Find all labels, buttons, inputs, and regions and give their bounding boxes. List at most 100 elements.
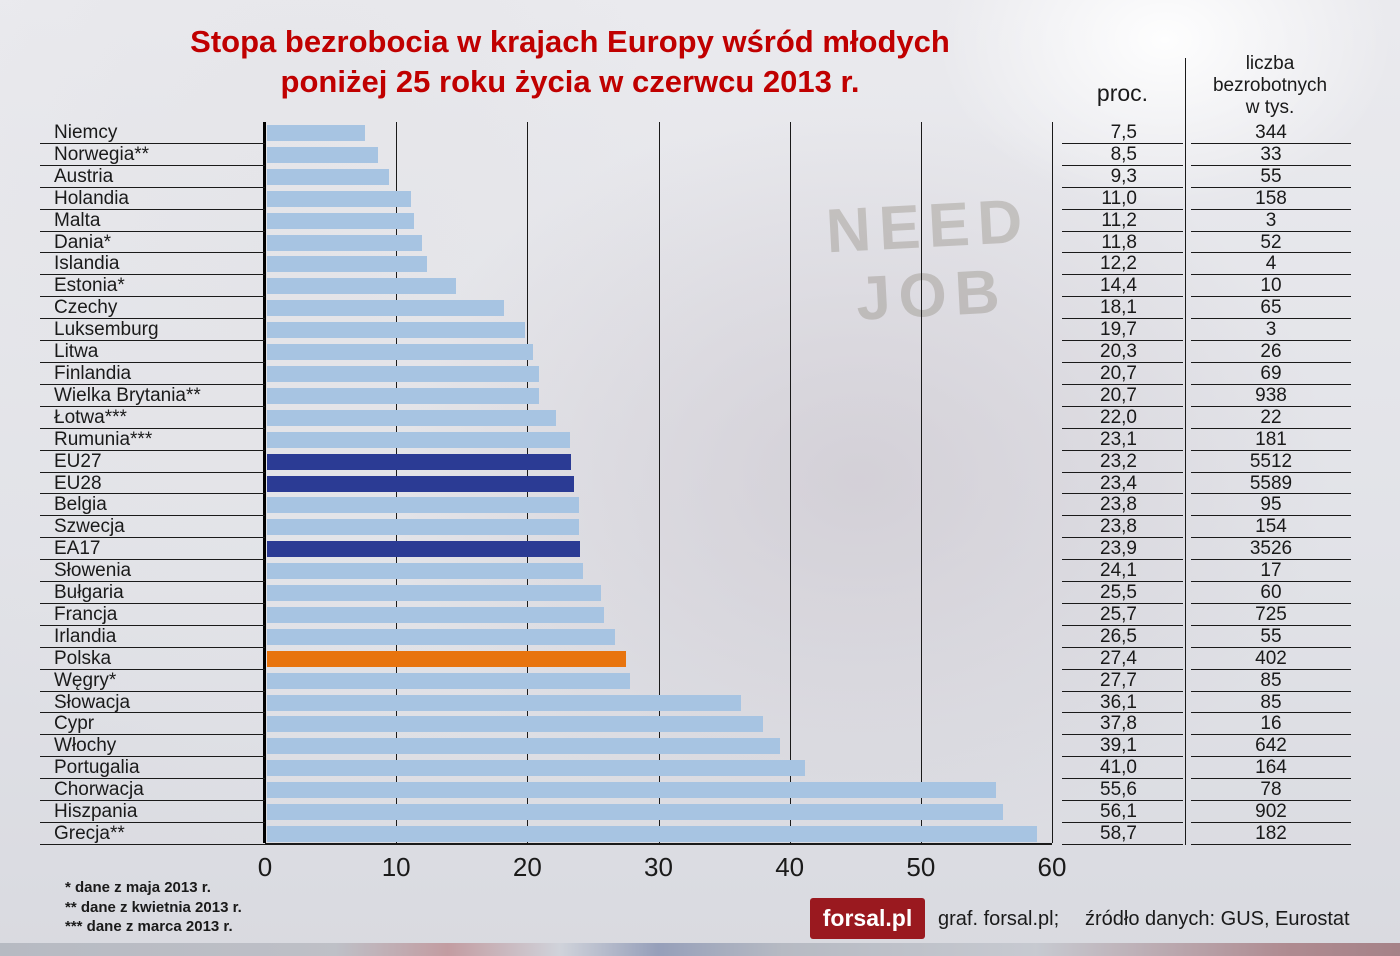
bar xyxy=(267,190,412,207)
row-label: Chorwacja xyxy=(40,779,265,802)
count-value: 5512 xyxy=(1191,451,1351,473)
count-value: 642 xyxy=(1191,735,1351,758)
count-value: 181 xyxy=(1191,429,1351,451)
bar-zone xyxy=(265,144,1052,166)
table-row: Malta 11,2 3 xyxy=(0,210,1400,232)
percent-value: 55,6 xyxy=(1062,779,1183,802)
gridline xyxy=(789,122,791,843)
bar-zone xyxy=(265,801,1052,823)
bar-zone xyxy=(265,253,1052,275)
graphic-credit: graf. forsal.pl; xyxy=(938,908,1060,930)
row-label: Cypr xyxy=(40,713,265,736)
percent-value: 23,2 xyxy=(1062,451,1183,473)
row-label: Islandia xyxy=(40,253,265,276)
table-row: Norwegia** 8,5 33 xyxy=(0,144,1400,166)
row-label: Wielka Brytania** xyxy=(40,385,265,407)
table-row: Austria 9,3 55 xyxy=(0,166,1400,188)
table-row: Cypr 37,8 16 xyxy=(0,713,1400,736)
row-label: EU27 xyxy=(40,451,265,473)
bar-zone xyxy=(265,560,1052,582)
row-label: Słowacja xyxy=(40,692,265,714)
count-value: 164 xyxy=(1191,757,1351,780)
bar xyxy=(267,453,572,470)
count-value: 17 xyxy=(1191,560,1351,583)
table-row: Niemcy 7,5 344 xyxy=(0,122,1400,144)
row-label: Włochy xyxy=(40,735,265,758)
table-row: Rumunia*** 23,1 181 xyxy=(0,429,1400,451)
row-label: Dania* xyxy=(40,232,265,254)
bar-zone xyxy=(265,319,1052,341)
bar xyxy=(267,344,534,361)
bar xyxy=(267,541,581,558)
bar-zone xyxy=(265,757,1052,779)
bar-zone xyxy=(265,297,1052,319)
bar-zone xyxy=(265,232,1052,254)
row-label: Rumunia*** xyxy=(40,429,265,451)
bar xyxy=(267,300,505,317)
bar-zone xyxy=(265,735,1052,757)
count-value: 55 xyxy=(1191,166,1351,188)
table-row: Węgry* 27,7 85 xyxy=(0,670,1400,692)
bar-zone xyxy=(265,713,1052,735)
row-label: EU28 xyxy=(40,473,265,495)
bar xyxy=(267,563,584,580)
table-row: Grecja** 58,7 182 xyxy=(0,823,1400,845)
bar xyxy=(267,365,539,382)
bar-zone xyxy=(265,538,1052,560)
bar xyxy=(267,497,580,514)
count-value: 154 xyxy=(1191,516,1351,539)
table-row: Luksemburg 19,7 3 xyxy=(0,319,1400,342)
count-value: 344 xyxy=(1191,122,1351,144)
count-value: 3 xyxy=(1191,319,1351,342)
row-label: EA17 xyxy=(40,538,265,561)
percent-value: 27,7 xyxy=(1062,670,1183,692)
row-label: Luksemburg xyxy=(40,319,265,342)
bar xyxy=(267,606,605,623)
percent-value: 26,5 xyxy=(1062,626,1183,648)
percent-value: 36,1 xyxy=(1062,692,1183,714)
table-row: Islandia 12,2 4 xyxy=(0,253,1400,276)
percent-value: 11,8 xyxy=(1062,232,1183,254)
count-value: 902 xyxy=(1191,801,1351,823)
table-row: Bułgaria 25,5 60 xyxy=(0,582,1400,604)
y-axis-line xyxy=(263,122,266,843)
table-row: Łotwa*** 22,0 22 xyxy=(0,407,1400,429)
bar xyxy=(267,475,574,492)
row-label: Niemcy xyxy=(40,122,265,144)
percent-value: 39,1 xyxy=(1062,735,1183,758)
row-label: Belgia xyxy=(40,494,265,517)
row-label: Łotwa*** xyxy=(40,407,265,429)
table-row: Chorwacja 55,6 78 xyxy=(0,779,1400,802)
table-row: Wielka Brytania** 20,7 938 xyxy=(0,385,1400,407)
photo-bottom-strip xyxy=(0,943,1400,956)
percent-value: 23,4 xyxy=(1062,473,1183,495)
gridline xyxy=(920,122,922,843)
table-row: Włochy 39,1 642 xyxy=(0,735,1400,758)
bar-zone xyxy=(265,670,1052,692)
count-value: 3 xyxy=(1191,210,1351,232)
percent-value: 37,8 xyxy=(1062,713,1183,736)
bar xyxy=(267,585,602,602)
table-row: Irlandia 26,5 55 xyxy=(0,626,1400,648)
bar-zone xyxy=(265,494,1052,516)
bar xyxy=(267,826,1037,842)
percent-value: 23,1 xyxy=(1062,429,1183,451)
count-value: 78 xyxy=(1191,779,1351,802)
bar-zone xyxy=(265,823,1052,845)
footnote-1: * dane z maja 2013 r. xyxy=(65,879,211,896)
x-tick-label: 30 xyxy=(644,852,673,882)
table-row: Francja 25,7 725 xyxy=(0,604,1400,626)
percent-value: 7,5 xyxy=(1062,122,1183,144)
bar-zone xyxy=(265,582,1052,604)
table-row: Słowenia 24,1 17 xyxy=(0,560,1400,583)
row-label: Grecja** xyxy=(40,823,265,845)
bar xyxy=(267,234,422,251)
forsal-logo: forsal.pl xyxy=(810,898,925,939)
bar xyxy=(267,716,763,733)
percent-value: 20,7 xyxy=(1062,363,1183,385)
bar-zone xyxy=(265,692,1052,714)
bar xyxy=(267,738,780,755)
bar xyxy=(267,782,997,799)
table-row: Estonia* 14,4 10 xyxy=(0,275,1400,298)
